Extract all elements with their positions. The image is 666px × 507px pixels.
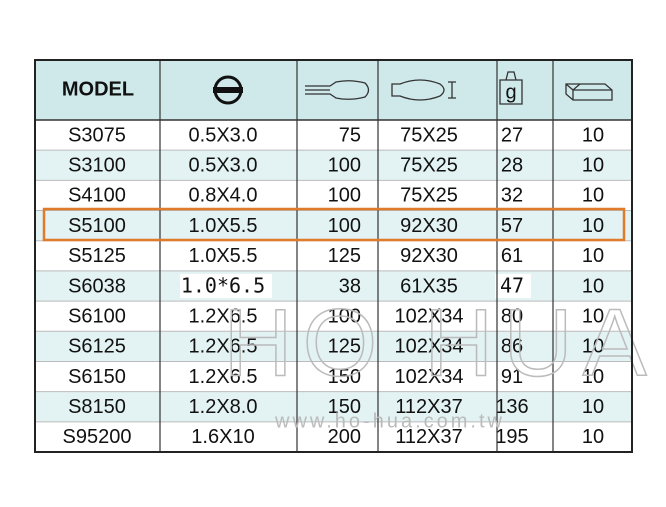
cells: S3075 0.5X3.0 75 75X25 27 10 S3100 0.5X3.0 100 75… [63, 124, 605, 448]
cell: 91 [501, 366, 523, 388]
cell: S5125 [68, 245, 126, 267]
highlight-row [42, 207, 626, 242]
cell: 10 [582, 215, 604, 237]
cell: 1.2X6.5 [189, 336, 258, 358]
cell: 32 [501, 185, 523, 207]
cell: 1.2X6.5 [189, 366, 258, 388]
cell: 61X35 [400, 275, 458, 297]
cell: 10 [582, 366, 604, 388]
cell: S4100 [68, 185, 126, 207]
cell-bg [180, 273, 272, 299]
cell: 1.2X6.5 [189, 305, 258, 327]
cell: 80 [501, 305, 523, 327]
cell: 102X34 [395, 336, 464, 358]
cell: 10 [582, 185, 604, 207]
cell: 125 [328, 336, 361, 358]
tip-icon [213, 75, 243, 105]
cell: 75X25 [400, 124, 458, 146]
box-icon [565, 83, 613, 101]
weight-icon [499, 71, 523, 105]
row-stripe [35, 210, 632, 241]
header-bg [35, 60, 632, 120]
cell: 61 [501, 245, 523, 267]
row-stripe [35, 270, 632, 302]
cell: 112X37 [395, 426, 462, 448]
cell: 47 [500, 274, 524, 298]
cell: 0.5X3.0 [189, 155, 258, 177]
cell: 0.5X3.0 [189, 124, 258, 146]
cell: 125 [328, 245, 361, 267]
row-stripe [35, 331, 632, 362]
cell: 0.8X4.0 [189, 185, 258, 207]
cell: S3100 [68, 155, 126, 177]
cell: 75X25 [400, 155, 458, 177]
cell: 10 [582, 275, 604, 297]
handle-icon [391, 79, 456, 101]
cell: 10 [582, 245, 604, 267]
cell: 100 [328, 185, 361, 207]
watermark-url: www.ho-hua.com.tw [274, 410, 505, 432]
cell: 10 [582, 336, 604, 358]
grid [35, 60, 632, 452]
cell: 200 [328, 426, 361, 448]
cell: 27 [501, 124, 523, 146]
row-stripe [35, 391, 632, 422]
cell: 1.2X8.0 [189, 396, 258, 418]
watermark-logo: HO HUA [223, 289, 656, 396]
cell: 92X30 [400, 245, 458, 267]
cell: 1.0X5.5 [189, 215, 258, 237]
cell: S6150 [68, 366, 126, 388]
cell: 10 [582, 426, 604, 448]
row-stripe [35, 150, 632, 181]
cell: S6038 [68, 275, 126, 297]
cell: 57 [501, 215, 523, 237]
cell: S3075 [68, 124, 126, 146]
cell: 102X34 [395, 305, 464, 327]
table-border [34, 59, 633, 453]
cell: 102X34 [395, 366, 464, 388]
cell-bg [495, 273, 531, 299]
cell: 10 [582, 396, 604, 418]
cell: S6125 [68, 336, 126, 358]
cell: 1.0X5.5 [189, 245, 258, 267]
cell: 1.6X10 [191, 426, 254, 448]
cell: 75X25 [400, 185, 458, 207]
cell: S95200 [63, 426, 132, 448]
length-icon [305, 80, 370, 100]
cell: 10 [582, 155, 604, 177]
cell: 10 [582, 124, 604, 146]
cell: 195 [495, 426, 528, 448]
header-model: MODEL [62, 78, 134, 100]
cell: 100 [328, 305, 361, 327]
cell: 38 [339, 275, 361, 297]
cell: S5100 [68, 215, 126, 237]
cell: 10 [582, 305, 604, 327]
cell: 136 [495, 396, 528, 418]
cell: 1.0*6.5 [181, 274, 265, 298]
cell: S6100 [68, 305, 126, 327]
cell: 150 [328, 366, 361, 388]
cell: 100 [328, 155, 361, 177]
cell: S8150 [68, 396, 126, 418]
rows-bg [35, 150, 632, 422]
cell: 92X30 [400, 215, 458, 237]
cell: 112X37 [395, 396, 462, 418]
cell: 28 [501, 155, 523, 177]
cell: 86 [501, 336, 523, 358]
cell: 100 [328, 215, 361, 237]
cell: 150 [328, 396, 361, 418]
weight-icon-label: g [505, 81, 516, 103]
cell: 75 [339, 124, 361, 146]
